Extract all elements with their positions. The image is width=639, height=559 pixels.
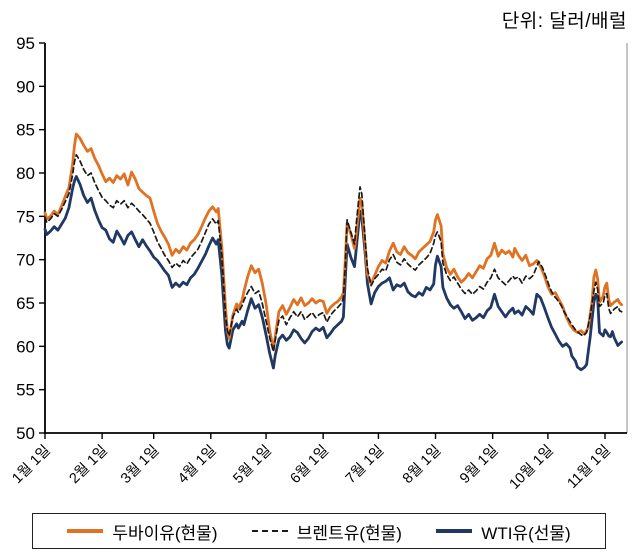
x-tick-label: 1월 1일 (9, 442, 54, 487)
y-tick-label: 55 (16, 381, 35, 400)
x-tick-label: 9월 1일 (456, 442, 501, 487)
legend-label-wti: WTI유(선물) (481, 523, 571, 543)
y-tick-label: 85 (16, 121, 35, 140)
legend-item-dubai: 두바이유(현물) (67, 519, 217, 544)
dubai-line-swatch (67, 529, 104, 533)
y-tick-label: 75 (16, 207, 35, 226)
legend-label-dubai: 두바이유(현물) (112, 523, 218, 543)
y-tick-label: 95 (16, 34, 35, 53)
legend-label-brent: 브렌트유(현물) (296, 523, 402, 543)
x-tick-label: 11월 1일 (564, 442, 614, 492)
unit-label: 단위: 달러/배럴 (501, 11, 627, 32)
y-tick-label: 60 (16, 337, 35, 356)
price-chart: 50 55 60 65 70 75 80 85 90 95 1월 1일 2월 1일 3월 1일 4월 1일… (9, 34, 628, 493)
x-tick-label: 10월 1일 (506, 442, 557, 493)
x-tick-label: 4월 1일 (174, 442, 219, 487)
series-wti-line (43, 175, 623, 372)
legend-item-wti: WTI유(선물) (436, 519, 571, 544)
legend-item-brent: 브렌트유(현물) (251, 519, 402, 544)
x-tick-label: 2월 1일 (66, 442, 111, 487)
y-tick-label: 65 (16, 294, 35, 313)
x-tick-label: 7월 1일 (342, 442, 387, 487)
x-tick-label: 5월 1일 (230, 442, 275, 487)
series-brent-line (44, 153, 623, 353)
y-tick-label: 80 (16, 164, 35, 183)
y-tick-label: 70 (16, 251, 35, 270)
series-dubai-line (43, 132, 623, 352)
x-tick-label: 6월 1일 (287, 442, 332, 487)
x-tick-label: 8월 1일 (399, 442, 444, 487)
brent-line-swatch (251, 530, 288, 532)
y-tick-label: 90 (16, 77, 35, 96)
wti-line-swatch (436, 529, 473, 533)
legend: 두바이유(현물) 브렌트유(현물) WTI유(선물) (32, 513, 606, 549)
y-tick-label: 50 (16, 424, 35, 443)
x-tick-label: 3월 1일 (117, 442, 162, 487)
